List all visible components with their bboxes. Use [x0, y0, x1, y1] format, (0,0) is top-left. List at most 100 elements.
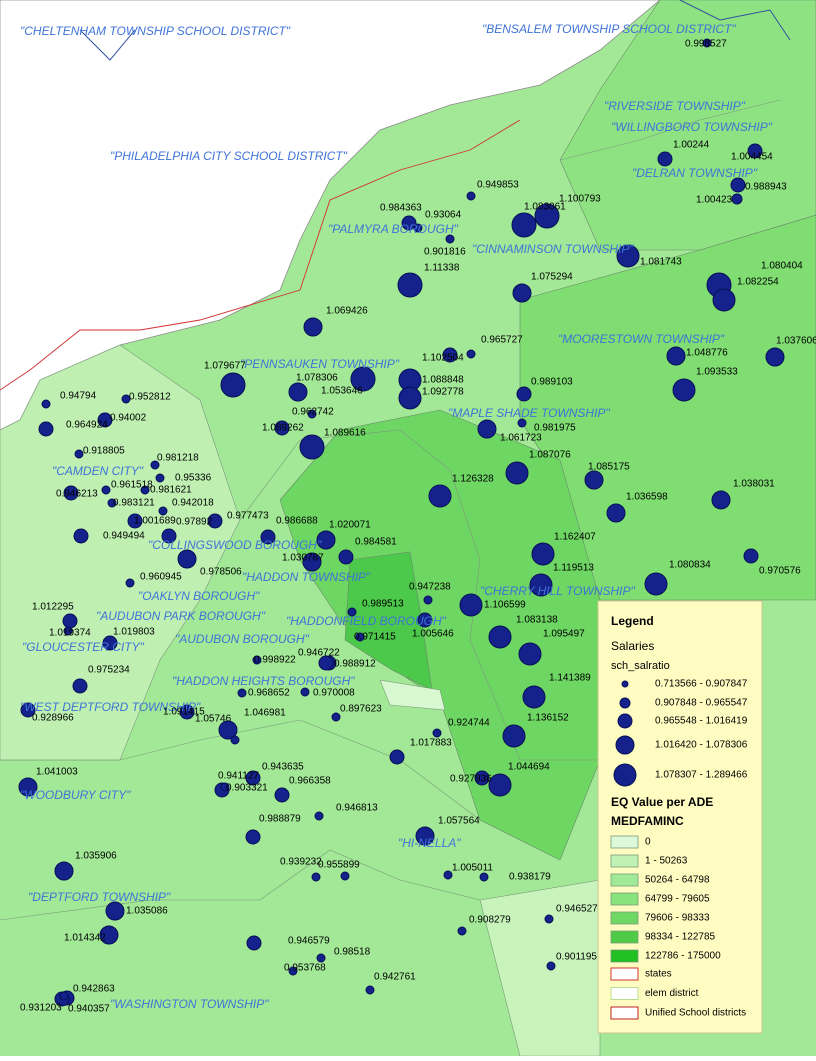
school-point	[350, 366, 376, 392]
burlington	[559, 0, 816, 251]
district-label: "AUDUBON BOROUGH"	[175, 632, 310, 646]
legend-label: Unified School districts	[645, 1008, 746, 1019]
point-label: 1.019803	[113, 627, 155, 638]
legend-swatch	[610, 987, 639, 1000]
district-line	[0, 849, 481, 921]
point-label: 0.986688	[276, 516, 318, 527]
point-label: 0.908279	[469, 915, 511, 926]
school-point	[347, 607, 357, 617]
point-label: 0.949494	[103, 531, 145, 542]
point-label: 0.931203	[20, 1003, 62, 1014]
district-label: "GLOUCESTER CITY"	[22, 640, 145, 654]
point-label: 1.014342	[64, 933, 106, 944]
school-point	[54, 861, 74, 881]
point-label: 0.962742	[292, 407, 334, 418]
school-point	[584, 470, 604, 490]
point-label: 1.119513	[553, 563, 594, 574]
legend-symbol	[621, 680, 629, 688]
point-label: 1.092778	[422, 387, 464, 398]
school-point	[529, 573, 553, 597]
point-label: 0.998527	[685, 39, 727, 50]
legend-label: 50264 - 64798	[645, 875, 710, 886]
school-point	[288, 966, 298, 976]
school-point	[207, 513, 223, 529]
school-point	[311, 872, 321, 882]
school-point	[155, 473, 165, 483]
school-point	[20, 702, 36, 718]
school-point	[711, 490, 731, 510]
school-point	[415, 826, 435, 846]
point-label: 0.966358	[289, 776, 331, 787]
school-point	[743, 548, 759, 564]
point-label: 0.981975	[534, 423, 576, 434]
school-point	[220, 782, 230, 792]
point-label: 0.924744	[448, 718, 490, 729]
point-label: 0.95336	[175, 473, 212, 484]
school-point	[365, 985, 375, 995]
point-label: 0.961518	[111, 480, 153, 491]
point-label: 1.030787	[282, 553, 324, 564]
school-point	[18, 777, 38, 797]
point-label: 1.046981	[244, 708, 286, 719]
point-label: 1.091415	[163, 707, 205, 718]
school-point	[443, 870, 453, 880]
point-label: 0.941127	[218, 771, 259, 782]
point-label: 0.983121	[113, 498, 155, 509]
school-point	[59, 991, 69, 1001]
school-point	[220, 372, 246, 398]
school-point	[307, 409, 317, 419]
school-point	[303, 317, 323, 337]
school-point	[397, 272, 423, 298]
point-label: 1.05746	[195, 714, 232, 725]
point-label: 1.053646	[321, 386, 363, 397]
school-point	[747, 143, 763, 159]
school-point	[177, 549, 197, 569]
point-label: 1.038031	[733, 479, 775, 490]
school-point	[179, 704, 195, 720]
school-point	[531, 542, 555, 566]
legend-label: 0.907848 - 0.965547	[655, 698, 748, 709]
school-point	[127, 513, 143, 529]
school-point	[417, 612, 433, 628]
school-point	[712, 288, 736, 312]
point-label: 0.970576	[759, 566, 801, 577]
point-label: 1.089616	[324, 428, 366, 439]
school-point	[479, 872, 489, 882]
district-label: "AUDUBON PARK BOROUGH"	[96, 609, 266, 623]
school-point	[101, 485, 111, 495]
district-label: "PALMYRA BOROUGH"	[328, 222, 459, 236]
point-label: 1.082254	[737, 277, 779, 288]
school-point	[457, 926, 467, 936]
legend-symbol	[615, 735, 635, 755]
point-label: 1.035086	[126, 906, 168, 917]
school-point	[488, 773, 512, 797]
district-label: "WEST DEPTFORD TOWNSHIP"	[20, 700, 201, 714]
legend-swatch	[610, 835, 639, 849]
legend-symbol	[613, 763, 637, 787]
school-point	[300, 687, 310, 697]
school-point	[161, 528, 177, 544]
school-point	[274, 420, 290, 436]
school-point	[314, 811, 324, 821]
point-label: 1.136152	[527, 713, 569, 724]
point-label: 1.100793	[559, 194, 601, 205]
point-label: 0.984363	[380, 203, 422, 214]
point-label: 1.00423	[696, 195, 733, 206]
district-label: "DEPTFORD TOWNSHIP"	[28, 890, 171, 904]
point-label: 0.964924	[66, 420, 108, 431]
point-label: 1.089262	[262, 423, 304, 434]
point-label: 1.083138	[516, 615, 558, 626]
district-label: "CAMDEN CITY"	[52, 464, 144, 478]
school-point	[340, 871, 350, 881]
district-label: "HI-NELLA"	[398, 836, 461, 850]
district-label: "CHELTENHAM TOWNSHIP SCHOOL DISTRICT"	[20, 24, 291, 38]
school-point	[474, 770, 490, 786]
legend-heading: EQ Value per ADE	[611, 795, 713, 809]
school-point	[73, 528, 89, 544]
school-point	[428, 484, 452, 508]
school-point	[125, 578, 135, 588]
point-label: 0.988943	[745, 182, 787, 193]
point-label: 0.928966	[32, 713, 74, 724]
small-district	[379, 679, 446, 711]
school-point	[518, 642, 542, 666]
